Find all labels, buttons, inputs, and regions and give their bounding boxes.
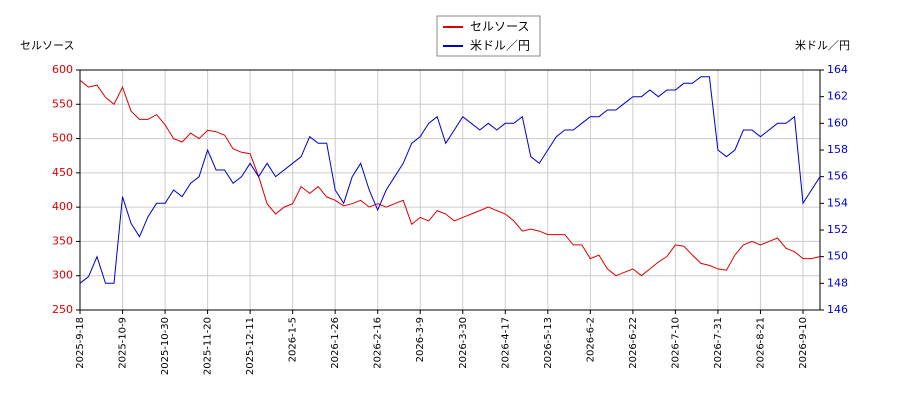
x-tick-label: 2026-7-31 xyxy=(713,317,724,369)
plot-area xyxy=(80,70,820,310)
y-tick-label: 350 xyxy=(52,234,73,247)
y-tick-label: 500 xyxy=(52,132,73,145)
legend xyxy=(436,15,541,57)
x-tick-label: 2025-11-20 xyxy=(203,317,214,375)
y2-tick-label: 160 xyxy=(827,116,848,129)
x-tick-label: 2026-5-13 xyxy=(543,317,554,369)
y2-tick-label: 158 xyxy=(827,143,848,156)
x-tick-label: 2026-7-10 xyxy=(670,317,681,369)
y-tick-label: 300 xyxy=(52,269,73,282)
y2-tick-label: 150 xyxy=(827,250,848,263)
x-tick-label: 2026-8-21 xyxy=(755,317,766,369)
x-tick-label: 2026-9-10 xyxy=(798,317,809,369)
legend-label: 米ドル／円 xyxy=(470,39,530,53)
y-tick-label: 450 xyxy=(52,166,73,179)
x-tick-label: 2026-1-26 xyxy=(330,317,341,369)
legend-label: セルソース xyxy=(470,20,529,34)
y2-axis-title: 米ドル／円 xyxy=(795,39,850,52)
x-tick-label: 2026-6-22 xyxy=(628,317,639,369)
line-series xyxy=(79,79,821,277)
y2-tick-label: 156 xyxy=(827,170,848,183)
y-tick-label: 600 xyxy=(52,63,73,76)
y2-tick-label: 154 xyxy=(827,196,848,209)
y2-tick-label: 152 xyxy=(827,223,848,236)
x-tick-label: 2025-10-9 xyxy=(118,317,129,369)
y2-tick-label: 162 xyxy=(827,90,848,103)
y-tick-label: 550 xyxy=(52,97,73,110)
x-tick-label: 2026-1-5 xyxy=(288,317,299,362)
x-tick-label: 2026-4-17 xyxy=(500,317,511,369)
x-tick-label: 2026-3-30 xyxy=(458,317,469,369)
line-series xyxy=(79,76,821,284)
plot-frame xyxy=(79,69,821,311)
y-axis-title: セルソース xyxy=(20,39,74,52)
x-tick-label: 2025-9-18 xyxy=(75,317,86,369)
x-tick-label: 2026-6-2 xyxy=(585,317,596,362)
y2-tick-label: 146 xyxy=(827,303,848,316)
x-tick-label: 2025-12-11 xyxy=(245,317,256,375)
y-tick-label: 250 xyxy=(52,303,73,316)
y2-tick-label: 164 xyxy=(827,63,848,76)
y2-tick-label: 148 xyxy=(827,276,848,289)
x-tick-label: 2026-3-9 xyxy=(415,317,426,362)
x-tick-label: 2025-10-30 xyxy=(160,317,171,375)
x-tick-label: 2026-2-16 xyxy=(373,317,384,369)
y-tick-label: 400 xyxy=(52,200,73,213)
